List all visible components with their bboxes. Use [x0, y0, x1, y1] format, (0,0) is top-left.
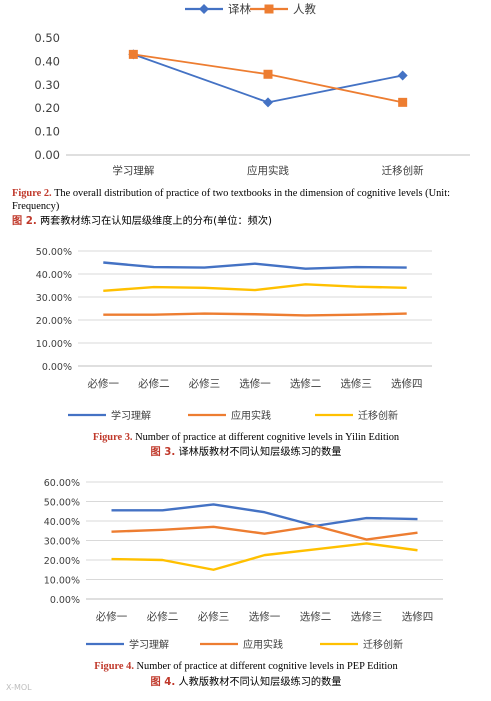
y-tick-label: 0.10 [34, 125, 60, 139]
legend-label: 应用实践 [243, 638, 283, 651]
legend-label: 学习理解 [111, 409, 151, 422]
x-tick-label: 必修三 [198, 610, 230, 623]
y-tick-label: 0.50 [34, 31, 60, 45]
x-tick-label: 应用实践 [247, 164, 289, 177]
x-tick-label: 选修二 [290, 377, 322, 390]
y-tick-label: 20.00% [44, 556, 80, 567]
figure-2-caption-zh-label: 图 2. [12, 216, 37, 227]
y-tick-label: 10.00% [36, 339, 72, 350]
x-tick-label: 迁移创新 [382, 164, 424, 177]
data-point [128, 49, 138, 59]
figure-3-caption-zh: 图 3. 译林版教材不同认知层级练习的数量 [12, 447, 480, 459]
figure-4-caption-label: Figure 4. [94, 661, 134, 672]
x-tick-label: 选修四 [402, 610, 434, 623]
x-tick-label: 学习理解 [112, 164, 154, 177]
data-point [263, 97, 273, 108]
series-line-1 [111, 503, 418, 528]
data-point [397, 70, 408, 81]
legend-label: 人教 [293, 2, 316, 16]
y-tick-label: 40.00% [36, 270, 72, 281]
y-tick-label: 30.00% [44, 537, 80, 548]
figure-4-chart: 0.00% 10.00% 20.00% 30.00% 40.00% 50.00% 60.00… [44, 478, 443, 651]
figure-3-caption: Figure 3. Number of practice at differen… [12, 432, 480, 445]
y-tick-label: 60.00% [44, 478, 80, 489]
series-line-2 [103, 312, 407, 317]
legend-label: 译林 [228, 2, 251, 16]
y-tick-label: 0.40 [34, 54, 60, 68]
x-tick-label: 选修二 [300, 610, 332, 623]
x-tick-label: 选修一 [249, 610, 281, 623]
x-tick-label: 选修四 [391, 377, 423, 390]
y-tick-label: 0.30 [34, 78, 60, 92]
legend-label: 应用实践 [231, 409, 271, 422]
figure-4-caption-zh-text: 人教版教材不同认知层级练习的数量 [178, 677, 342, 688]
figure-2-caption-label: Figure 2. [12, 188, 52, 199]
legend-label: 学习理解 [129, 638, 169, 651]
x-tick-label: 必修三 [189, 377, 221, 390]
series-line-3 [111, 542, 418, 571]
figure-3-caption-text: Number of practice at different cognitiv… [135, 432, 400, 443]
y-tick-label: 10.00% [44, 576, 80, 587]
figure-2-caption-zh-text: 两套教材练习在认知层级维度上的分布(单位：频次) [39, 216, 273, 227]
figure-3-caption-zh-text: 译林版教材不同认知层级练习的数量 [178, 447, 342, 458]
series-line-3 [103, 283, 407, 292]
legend-label: 迁移创新 [363, 638, 403, 651]
legend-marker [264, 4, 274, 14]
legend-item: 人教 [250, 2, 316, 16]
figure-2-caption: Figure 2. The overall distribution of pr… [12, 188, 480, 213]
figure-2-chart: 0.00 0.10 0.20 0.30 0.40 0.50 学习理解 应用实践 迁移创新 译林 人教 [34, 2, 470, 177]
y-tick-label: 20.00% [36, 316, 72, 327]
figure-4-caption: Figure 4. Number of practice at differen… [12, 661, 480, 674]
figure-4-caption-zh-label: 图 4. [150, 677, 176, 688]
legend-item: 应用实践 [188, 409, 271, 422]
series-line-1 [103, 261, 407, 270]
x-tick-label: 必修一 [88, 377, 120, 390]
y-tick-label: 50.00% [44, 498, 80, 509]
figure-4-caption-zh: 图 4. 人教版教材不同认知层级练习的数量 [12, 677, 480, 689]
y-tick-label: 0.00% [42, 362, 72, 373]
figure-4-caption-text: Number of practice at different cognitiv… [136, 661, 398, 672]
y-tick-label: 30.00% [36, 293, 72, 304]
legend-item: 译林 [185, 2, 251, 16]
watermark: X-MOL [6, 683, 32, 692]
x-tick-label: 选修三 [340, 377, 372, 390]
y-tick-label: 40.00% [44, 517, 80, 528]
figure-2-caption-zh: 图 2. 两套教材练习在认知层级维度上的分布(单位：频次) [12, 216, 480, 228]
legend-item: 迁移创新 [320, 638, 403, 651]
legend-item: 应用实践 [200, 638, 283, 651]
x-tick-label: 选修一 [239, 377, 271, 390]
legend-item: 学习理解 [86, 638, 169, 651]
legend-marker [199, 4, 209, 14]
x-tick-label: 选修三 [351, 610, 383, 623]
legend-item: 迁移创新 [315, 409, 398, 422]
x-tick-label: 必修一 [96, 610, 128, 623]
data-point [263, 69, 273, 79]
legend-item: 学习理解 [68, 409, 151, 422]
series-line-2 [111, 524, 418, 541]
figure-3-chart: 0.00% 10.00% 20.00% 30.00% 40.00% 50.00% 必修一 必修… [36, 247, 432, 422]
y-tick-label: 0.00% [50, 595, 80, 606]
legend-label: 迁移创新 [358, 409, 398, 422]
figure-2-caption-text: The overall distribution of practice of … [12, 188, 450, 212]
y-tick-label: 0.00 [34, 148, 60, 162]
figure-3-caption-zh-label: 图 3. [150, 447, 176, 458]
figure-3-caption-label: Figure 3. [92, 432, 133, 443]
y-tick-label: 0.20 [34, 101, 60, 115]
y-tick-label: 50.00% [36, 247, 72, 258]
x-tick-label: 必修二 [147, 610, 179, 623]
x-tick-label: 必修二 [138, 377, 170, 390]
data-point [398, 97, 408, 107]
